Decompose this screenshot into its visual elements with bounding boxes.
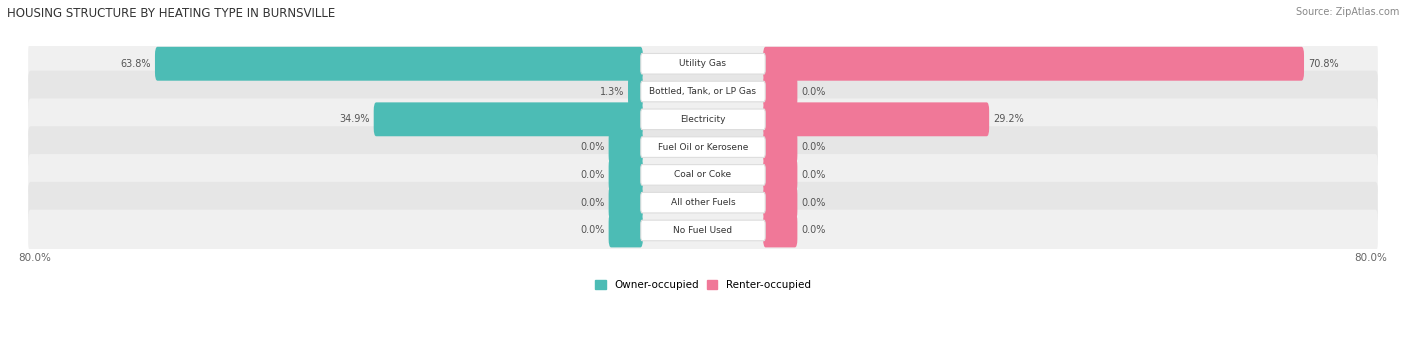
FancyBboxPatch shape xyxy=(28,182,1378,223)
FancyBboxPatch shape xyxy=(763,186,797,220)
FancyBboxPatch shape xyxy=(374,102,643,136)
Text: Utility Gas: Utility Gas xyxy=(679,59,727,68)
FancyBboxPatch shape xyxy=(609,186,643,220)
Text: Coal or Coke: Coal or Coke xyxy=(675,170,731,179)
FancyBboxPatch shape xyxy=(641,54,765,74)
Text: Source: ZipAtlas.com: Source: ZipAtlas.com xyxy=(1295,7,1399,17)
Text: 1.3%: 1.3% xyxy=(599,87,624,97)
Text: 0.0%: 0.0% xyxy=(801,87,825,97)
Text: HOUSING STRUCTURE BY HEATING TYPE IN BURNSVILLE: HOUSING STRUCTURE BY HEATING TYPE IN BUR… xyxy=(7,7,335,20)
FancyBboxPatch shape xyxy=(641,220,765,241)
FancyBboxPatch shape xyxy=(641,109,765,130)
FancyBboxPatch shape xyxy=(28,154,1378,196)
FancyBboxPatch shape xyxy=(155,47,643,81)
FancyBboxPatch shape xyxy=(763,47,1303,81)
FancyBboxPatch shape xyxy=(609,158,643,192)
FancyBboxPatch shape xyxy=(28,210,1378,251)
Text: 34.9%: 34.9% xyxy=(339,114,370,124)
FancyBboxPatch shape xyxy=(609,213,643,248)
FancyBboxPatch shape xyxy=(763,130,797,164)
FancyBboxPatch shape xyxy=(28,126,1378,168)
Text: 70.8%: 70.8% xyxy=(1308,59,1339,69)
FancyBboxPatch shape xyxy=(763,213,797,248)
Text: 63.8%: 63.8% xyxy=(121,59,150,69)
Text: 0.0%: 0.0% xyxy=(801,142,825,152)
FancyBboxPatch shape xyxy=(763,158,797,192)
Text: No Fuel Used: No Fuel Used xyxy=(673,226,733,235)
FancyBboxPatch shape xyxy=(763,75,797,108)
Legend: Owner-occupied, Renter-occupied: Owner-occupied, Renter-occupied xyxy=(591,276,815,294)
FancyBboxPatch shape xyxy=(628,75,643,108)
Text: 0.0%: 0.0% xyxy=(801,170,825,180)
Text: 0.0%: 0.0% xyxy=(581,142,605,152)
FancyBboxPatch shape xyxy=(641,192,765,213)
Text: 0.0%: 0.0% xyxy=(801,198,825,208)
FancyBboxPatch shape xyxy=(641,165,765,185)
FancyBboxPatch shape xyxy=(28,43,1378,85)
Text: All other Fuels: All other Fuels xyxy=(671,198,735,207)
Text: 0.0%: 0.0% xyxy=(581,198,605,208)
Text: 29.2%: 29.2% xyxy=(993,114,1024,124)
Text: Fuel Oil or Kerosene: Fuel Oil or Kerosene xyxy=(658,143,748,152)
FancyBboxPatch shape xyxy=(641,81,765,102)
FancyBboxPatch shape xyxy=(28,99,1378,140)
Text: 0.0%: 0.0% xyxy=(801,225,825,235)
Text: Bottled, Tank, or LP Gas: Bottled, Tank, or LP Gas xyxy=(650,87,756,96)
FancyBboxPatch shape xyxy=(763,102,990,136)
Text: 0.0%: 0.0% xyxy=(581,170,605,180)
Text: Electricity: Electricity xyxy=(681,115,725,124)
FancyBboxPatch shape xyxy=(641,137,765,158)
FancyBboxPatch shape xyxy=(609,130,643,164)
Text: 0.0%: 0.0% xyxy=(581,225,605,235)
FancyBboxPatch shape xyxy=(28,71,1378,113)
